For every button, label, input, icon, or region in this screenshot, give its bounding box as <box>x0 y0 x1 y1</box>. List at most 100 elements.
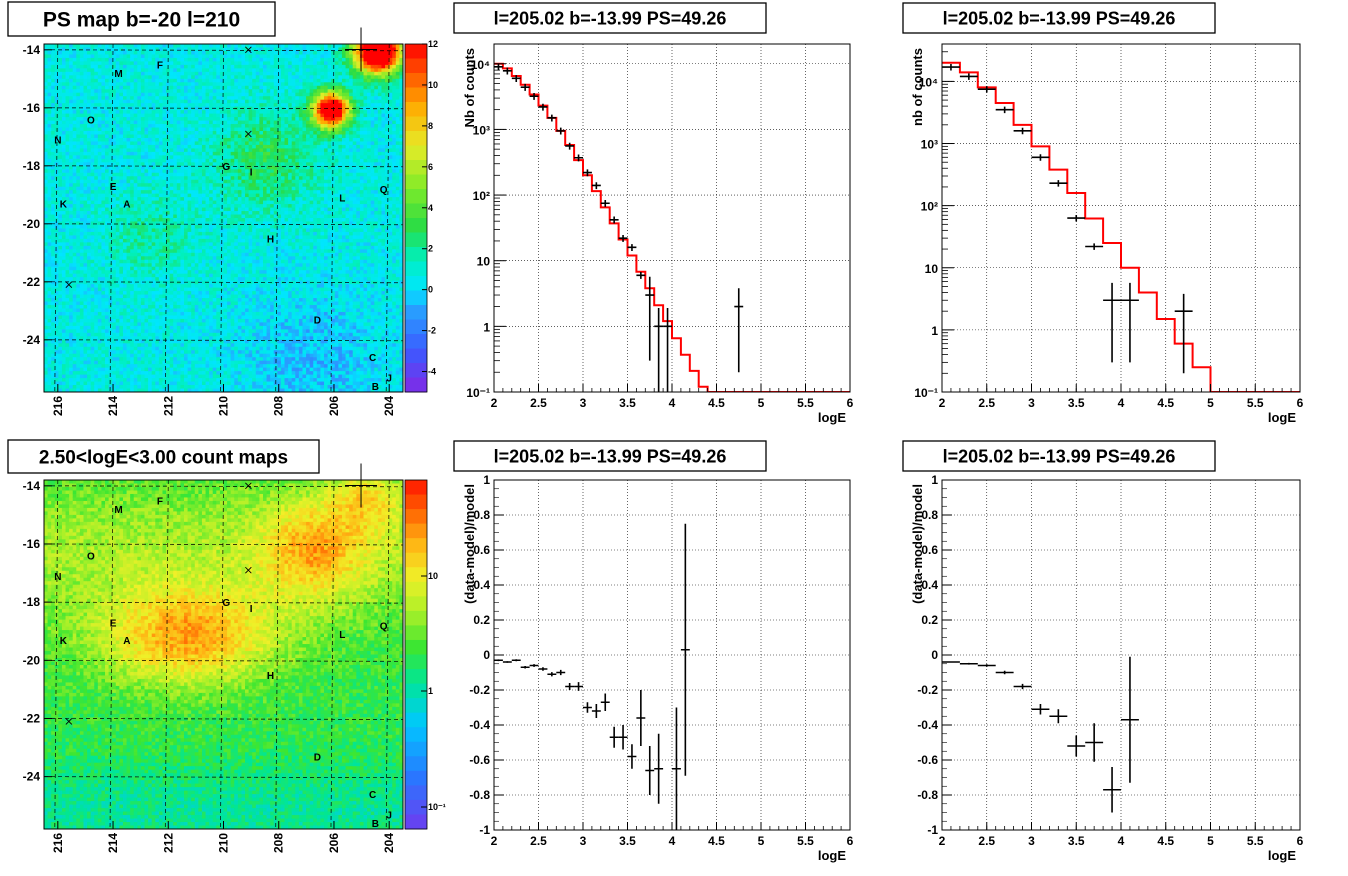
heatmap-cell <box>180 329 184 333</box>
heatmap-cell <box>180 183 184 187</box>
heatmap-cell <box>209 159 213 163</box>
heatmap-cell <box>66 340 70 344</box>
heatmap-cell <box>116 124 120 128</box>
heatmap-cell <box>112 145 116 149</box>
heatmap-cell <box>137 295 141 299</box>
heatmap-cell <box>123 308 127 312</box>
heatmap-cell <box>184 201 188 205</box>
heatmap-cell <box>112 256 116 260</box>
heatmap-cell <box>101 340 105 344</box>
heatmap-cell <box>159 361 163 365</box>
heatmap-cell <box>127 190 131 194</box>
heatmap-cell <box>177 187 181 191</box>
heatmap-cell <box>162 378 166 382</box>
heatmap-cell <box>69 305 73 309</box>
heatmap-cell <box>98 260 102 264</box>
heatmap-cell <box>44 128 48 132</box>
heatmap-cell <box>159 375 163 379</box>
heatmap-cell <box>105 110 109 114</box>
heatmap-cell <box>76 65 80 69</box>
heatmap-cell <box>141 197 145 201</box>
heatmap-cell <box>195 75 199 79</box>
heatmap-cell <box>198 382 202 386</box>
heatmap-cell <box>141 58 145 62</box>
heatmap-cell <box>195 128 199 132</box>
heatmap-cell <box>162 72 166 76</box>
heatmap-cell <box>44 197 48 201</box>
heatmap-cell <box>116 326 120 330</box>
heatmap-cell <box>184 173 188 177</box>
heatmap-cell <box>180 385 184 389</box>
heatmap-cell <box>48 284 52 288</box>
heatmap-cell <box>44 277 48 281</box>
heatmap-cell <box>162 249 166 253</box>
heatmap-cell <box>80 138 84 142</box>
heatmap-cell <box>213 148 217 152</box>
heatmap-cell <box>83 315 87 319</box>
heatmap-cell <box>155 242 159 246</box>
heatmap-cell <box>76 288 80 292</box>
heatmap-cell <box>152 134 156 138</box>
heatmap-cell <box>51 61 55 65</box>
heatmap-cell <box>148 385 152 389</box>
heatmap-cell <box>170 110 174 114</box>
heatmap-cell <box>58 343 62 347</box>
heatmap-cell <box>177 312 181 316</box>
heatmap-cell <box>180 201 184 205</box>
heatmap-cell <box>191 107 195 111</box>
heatmap-cell <box>94 128 98 132</box>
heatmap-cell <box>198 138 202 142</box>
heatmap-cell <box>184 263 188 267</box>
heatmap-cell <box>137 340 141 344</box>
heatmap-cell <box>66 215 70 219</box>
heatmap-cell <box>145 329 149 333</box>
heatmap-cell <box>127 263 131 267</box>
heatmap-cell <box>162 228 166 232</box>
heatmap-cell <box>98 249 102 253</box>
heatmap-cell <box>87 107 91 111</box>
heatmap-cell <box>216 75 220 79</box>
heatmap-cell <box>213 249 217 253</box>
heatmap-cell <box>127 308 131 312</box>
heatmap-cell <box>188 145 192 149</box>
heatmap-cell <box>69 354 73 358</box>
heatmap-cell <box>94 350 98 354</box>
heatmap-cell <box>155 121 159 125</box>
heatmap-cell <box>148 343 152 347</box>
heatmap-cell <box>123 343 127 347</box>
heatmap-cell <box>130 354 134 358</box>
heatmap-cell <box>141 47 145 51</box>
heatmap-cell <box>202 221 206 225</box>
heatmap-cell <box>141 82 145 86</box>
heatmap-cell <box>155 228 159 232</box>
heatmap-cell <box>73 281 77 285</box>
heatmap-cell <box>98 302 102 306</box>
heatmap-cell <box>127 110 131 114</box>
heatmap-cell <box>155 152 159 156</box>
heatmap-cell <box>177 183 181 187</box>
heatmap-cell <box>87 215 91 219</box>
heatmap-cell <box>83 89 87 93</box>
heatmap-cell <box>51 180 55 184</box>
heatmap-cell <box>80 197 84 201</box>
heatmap-cell <box>48 138 52 142</box>
heatmap-cell <box>198 312 202 316</box>
heatmap-cell <box>170 281 174 285</box>
heatmap-cell <box>91 260 95 264</box>
heatmap-cell <box>216 249 220 253</box>
heatmap-cell <box>162 183 166 187</box>
heatmap-cell <box>134 194 138 198</box>
heatmap-cell <box>198 152 202 156</box>
heatmap-cell <box>87 141 91 145</box>
heatmap-cell <box>148 249 152 253</box>
heatmap-cell <box>148 225 152 229</box>
heatmap-cell <box>69 350 73 354</box>
heatmap-cell <box>58 277 62 281</box>
heatmap-cell <box>116 117 120 121</box>
heatmap-cell <box>51 322 55 326</box>
heatmap-cell <box>73 232 77 236</box>
heatmap-cell <box>69 208 73 212</box>
heatmap-cell <box>188 302 192 306</box>
heatmap-cell <box>148 284 152 288</box>
heatmap-cell <box>116 211 120 215</box>
